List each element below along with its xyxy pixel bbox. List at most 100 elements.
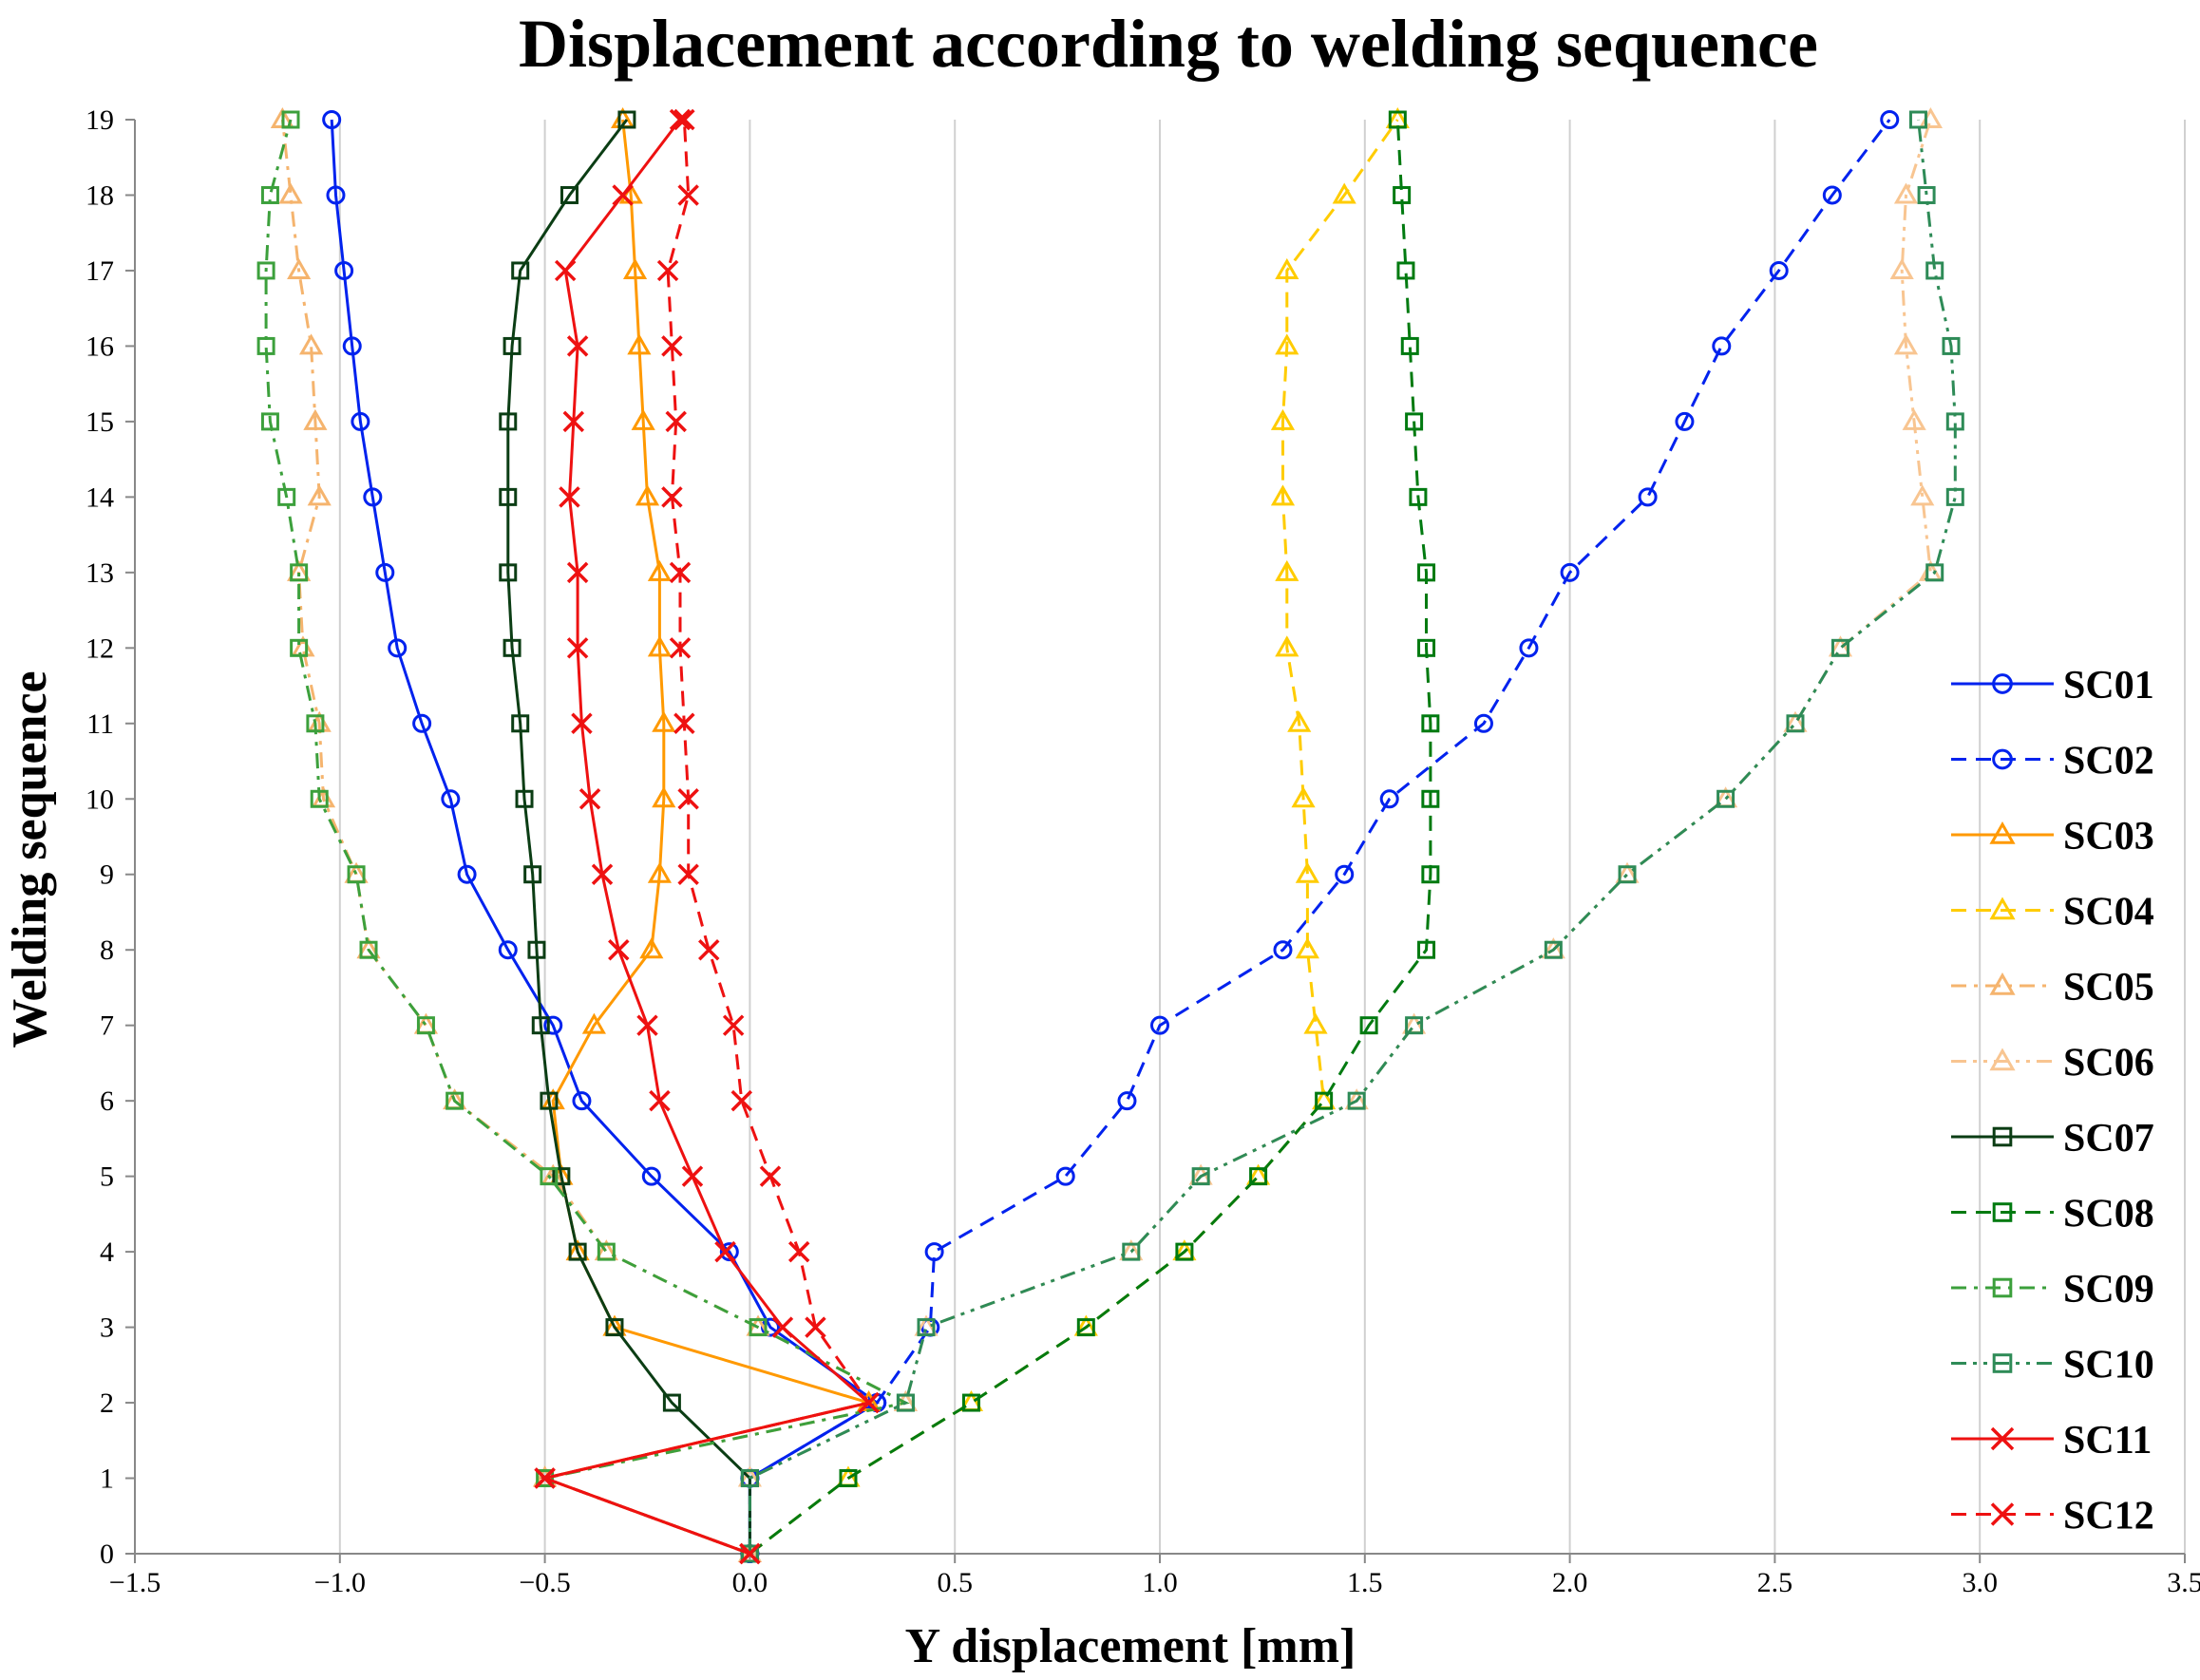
data-point	[359, 940, 378, 959]
legend-marker	[1992, 1353, 2013, 1373]
data-point	[662, 1393, 681, 1412]
data-point	[636, 1014, 658, 1036]
x-tick-label: 0.5	[937, 1567, 973, 1598]
data-point	[647, 861, 673, 883]
data-point	[1270, 484, 1296, 506]
data-point	[1359, 1016, 1378, 1035]
legend-marker	[1989, 821, 2016, 844]
data-point	[578, 788, 601, 810]
data-point	[673, 712, 695, 735]
legend-marker	[1992, 1277, 2013, 1298]
data-point	[839, 1469, 858, 1488]
data-point	[441, 789, 461, 809]
data-point	[446, 1091, 465, 1110]
data-point	[1473, 713, 1493, 733]
data-point	[568, 1242, 587, 1261]
x-tick-labels: −1.5 −1.0 −0.5 0.0 0.5 1.0 1.5 2.0 2.5 3.0 3.5	[109, 1567, 2200, 1598]
data-point	[1191, 1167, 1210, 1186]
y-tick-label: 2	[100, 1387, 114, 1419]
data-point	[622, 257, 648, 279]
data-point	[503, 336, 522, 355]
data-point	[536, 1469, 555, 1488]
data-point	[749, 1318, 768, 1337]
data-point	[416, 1016, 435, 1035]
data-point	[375, 562, 395, 582]
series-line	[749, 119, 1399, 1556]
legend-label: SC05	[2063, 966, 2154, 1010]
data-point	[635, 484, 660, 506]
data-point	[287, 257, 312, 279]
data-point	[1893, 182, 1919, 204]
data-point	[1122, 1242, 1141, 1261]
data-point	[498, 940, 518, 960]
data-point	[641, 1166, 661, 1186]
data-point	[652, 786, 676, 808]
grid-lines	[338, 120, 2186, 1554]
series-line	[506, 119, 751, 1554]
data-point	[1712, 336, 1732, 356]
legend-item-sc06: SC06	[1951, 1042, 2154, 1085]
data-point	[917, 1318, 936, 1337]
series-line	[264, 119, 910, 1556]
data-point	[1287, 710, 1312, 732]
data-point	[281, 110, 300, 129]
data-point	[681, 1165, 704, 1187]
data-point	[740, 1544, 759, 1563]
data-point	[1275, 635, 1299, 657]
y-tick-label: 3	[100, 1312, 114, 1344]
legend-item-sc10: SC10	[1951, 1344, 2154, 1387]
legend-item-sc04: SC04	[1951, 891, 2154, 934]
data-point	[278, 182, 303, 204]
data-point	[552, 1167, 571, 1186]
data-point	[307, 484, 332, 506]
data-point	[617, 110, 636, 129]
legend-label: SC11	[2063, 1419, 2152, 1463]
data-point	[1908, 110, 1927, 129]
data-point	[559, 185, 578, 204]
data-point	[306, 714, 325, 733]
data-point	[1347, 1091, 1366, 1110]
data-point	[1421, 714, 1440, 733]
x-tick-label: 0.0	[732, 1567, 768, 1598]
series-line	[540, 119, 875, 1556]
data-point	[719, 1242, 739, 1262]
x-tick-label: 1.5	[1347, 1567, 1383, 1598]
data-point	[412, 713, 432, 733]
data-point	[256, 261, 275, 280]
series-sc12	[534, 108, 880, 1565]
data-point	[1275, 257, 1299, 279]
data-point	[1421, 865, 1440, 884]
data-point	[457, 864, 477, 884]
data-point	[1150, 1015, 1169, 1035]
data-point	[591, 863, 614, 885]
legend-label: SC04	[2063, 891, 2154, 934]
legend-item-sc02: SC02	[1951, 740, 2154, 783]
legend-marker	[1992, 1126, 2013, 1147]
data-point	[1295, 861, 1319, 883]
series-line	[540, 119, 872, 1556]
data-point	[740, 1469, 759, 1488]
data-point	[1295, 937, 1319, 959]
series-line	[748, 119, 1932, 1554]
data-point	[1393, 185, 1412, 204]
data-point	[759, 1165, 782, 1187]
data-point	[1716, 789, 1735, 808]
data-point	[540, 1167, 559, 1186]
legend-label: SC12	[2063, 1495, 2154, 1538]
data-point	[1618, 865, 1637, 884]
y-tick-label: 10	[85, 783, 114, 815]
data-point	[351, 411, 370, 431]
data-point	[342, 336, 362, 356]
y-tick-label: 1	[100, 1463, 114, 1495]
data-point	[647, 635, 673, 657]
data-point	[639, 937, 664, 959]
legend: SC01 SC02 SC03 SC04 SC05 SC06 SC07 SC08 SC09 SC10…	[1951, 664, 2154, 1538]
legend-label: SC03	[2063, 815, 2154, 859]
data-point	[1409, 487, 1428, 506]
data-point	[661, 486, 683, 508]
data-point	[1638, 487, 1658, 507]
data-point	[1945, 487, 1964, 506]
